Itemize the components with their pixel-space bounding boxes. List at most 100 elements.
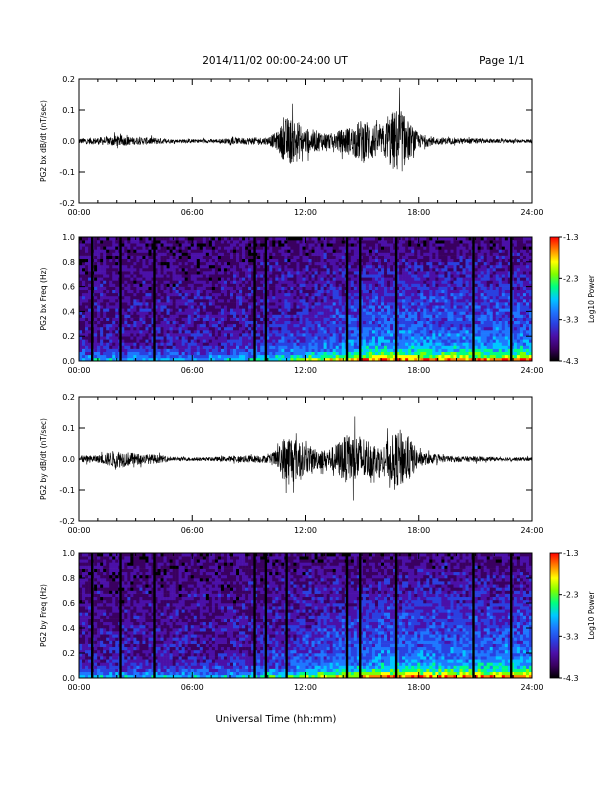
spectrogram-cell [350, 274, 355, 278]
spectrogram-cell [356, 274, 361, 278]
spectrogram-cell [293, 255, 297, 259]
spectrogram-cell [205, 357, 210, 362]
spectrogram-cell [100, 333, 104, 337]
spectrogram-cell [223, 314, 228, 318]
spectrogram-cell [341, 339, 346, 343]
spectrogram-cell [444, 295, 448, 300]
spectrogram-cell [181, 249, 185, 253]
spectrogram-cell [220, 237, 225, 241]
spectrogram-cell [393, 258, 397, 263]
spectrogram-cell [127, 240, 131, 244]
spectrogram-cell [106, 308, 110, 312]
spectrogram-cell [109, 258, 113, 263]
spectrogram-cell [296, 305, 300, 309]
spectrogram-cell [154, 277, 158, 281]
spectrogram-cell [381, 317, 385, 321]
spectrogram-cell [317, 317, 321, 321]
spectrogram-cell [275, 357, 279, 362]
spectrogram-cell [233, 264, 237, 269]
spectrogram-cell [157, 354, 161, 359]
spectrogram-cell [435, 314, 439, 318]
spectrogram-cell [257, 299, 261, 303]
spectrogram-cell [154, 280, 158, 284]
spectrogram-cell [365, 271, 370, 275]
spectrogram-cell [350, 354, 355, 359]
spectrogram-cell [332, 283, 336, 287]
spectrogram-cell [272, 243, 276, 247]
spectrogram-cell [248, 280, 252, 284]
spectrogram-cell [260, 351, 264, 356]
spectrogram-cell [211, 289, 216, 294]
spectrogram-cell [332, 357, 336, 362]
spectrogram-cell [347, 302, 352, 306]
spectrogram-cell [220, 330, 225, 334]
spectrogram-cell [408, 274, 412, 278]
spectrogram-cell [426, 289, 430, 294]
spectrogram-cell [193, 357, 198, 362]
spectrogram-cell [305, 299, 309, 303]
spectrogram-cell [136, 323, 140, 328]
spectrogram-cell [299, 302, 303, 306]
spectrogram-cell [435, 357, 439, 362]
spectrogram-cell [148, 280, 152, 284]
spectrogram-cell [172, 292, 176, 297]
spectrogram-cell [251, 308, 255, 312]
spectrogram-cell [239, 237, 243, 241]
spectrogram-cell [432, 354, 436, 359]
spectrogram-cell [184, 268, 189, 272]
spectrogram-cell [97, 323, 101, 328]
spectrogram-cell [199, 292, 204, 297]
spectrogram-cell [133, 286, 137, 290]
spectrogram-cell [181, 295, 185, 300]
spectrogram-cell [248, 302, 252, 306]
spectrogram-cell [226, 274, 231, 278]
spectrogram-cell [275, 277, 279, 281]
spectrogram-cell [387, 243, 391, 247]
spectrogram-cell [193, 277, 198, 281]
spectrogram-cell [184, 240, 189, 244]
spectrogram-cell [226, 317, 231, 321]
spectrogram-cell [296, 342, 300, 346]
spectrogram-cell [341, 283, 346, 287]
spectrogram-cell [208, 258, 213, 263]
spectrogram-cell [184, 277, 189, 281]
spectrogram-cell [384, 237, 388, 241]
spectrogram-cell [329, 237, 333, 241]
spectrogram-cell [85, 249, 89, 253]
spectrogram-cell [393, 264, 397, 269]
spectrogram-cell [302, 326, 306, 331]
spectrogram-cell [205, 249, 210, 253]
spectrogram-cell [230, 351, 234, 356]
spectrogram-cell [323, 339, 327, 343]
spectrogram-cell [115, 252, 119, 256]
spectrogram-cell [353, 348, 358, 352]
spectrogram-cell [196, 357, 201, 362]
spectrogram-cell [242, 240, 246, 244]
spectrogram-cell [387, 286, 391, 290]
spectrogram-cell [432, 271, 436, 275]
spectrogram-cell [109, 268, 113, 272]
spectrogram-cell [148, 243, 152, 247]
spectrogram-cell [226, 314, 231, 318]
spectrogram-cell [233, 339, 237, 343]
spectrogram-cell [154, 292, 158, 297]
spectrogram-cell [199, 274, 204, 278]
spectrogram-cell [396, 330, 400, 334]
spectrogram-cell [169, 258, 173, 263]
spectrogram-cell [106, 280, 110, 284]
spectrogram-cell [208, 339, 213, 343]
spectrogram-cell [223, 336, 228, 340]
spectrogram-cell [281, 357, 285, 362]
spectrogram-cell [196, 246, 201, 250]
spectrogram-cell [139, 305, 143, 309]
spectrogram-cell [284, 326, 288, 331]
spectrogram-cell [205, 240, 210, 244]
spectrogram-cell [245, 305, 249, 309]
spectrogram-cell [97, 336, 101, 340]
spectrogram-cell [356, 268, 361, 272]
spectrogram-cell [257, 261, 261, 266]
spectrogram-cell [124, 308, 128, 312]
spectrogram-cell [396, 333, 400, 337]
spectrogram-cell [220, 249, 225, 253]
spectrogram-cell [308, 314, 312, 318]
